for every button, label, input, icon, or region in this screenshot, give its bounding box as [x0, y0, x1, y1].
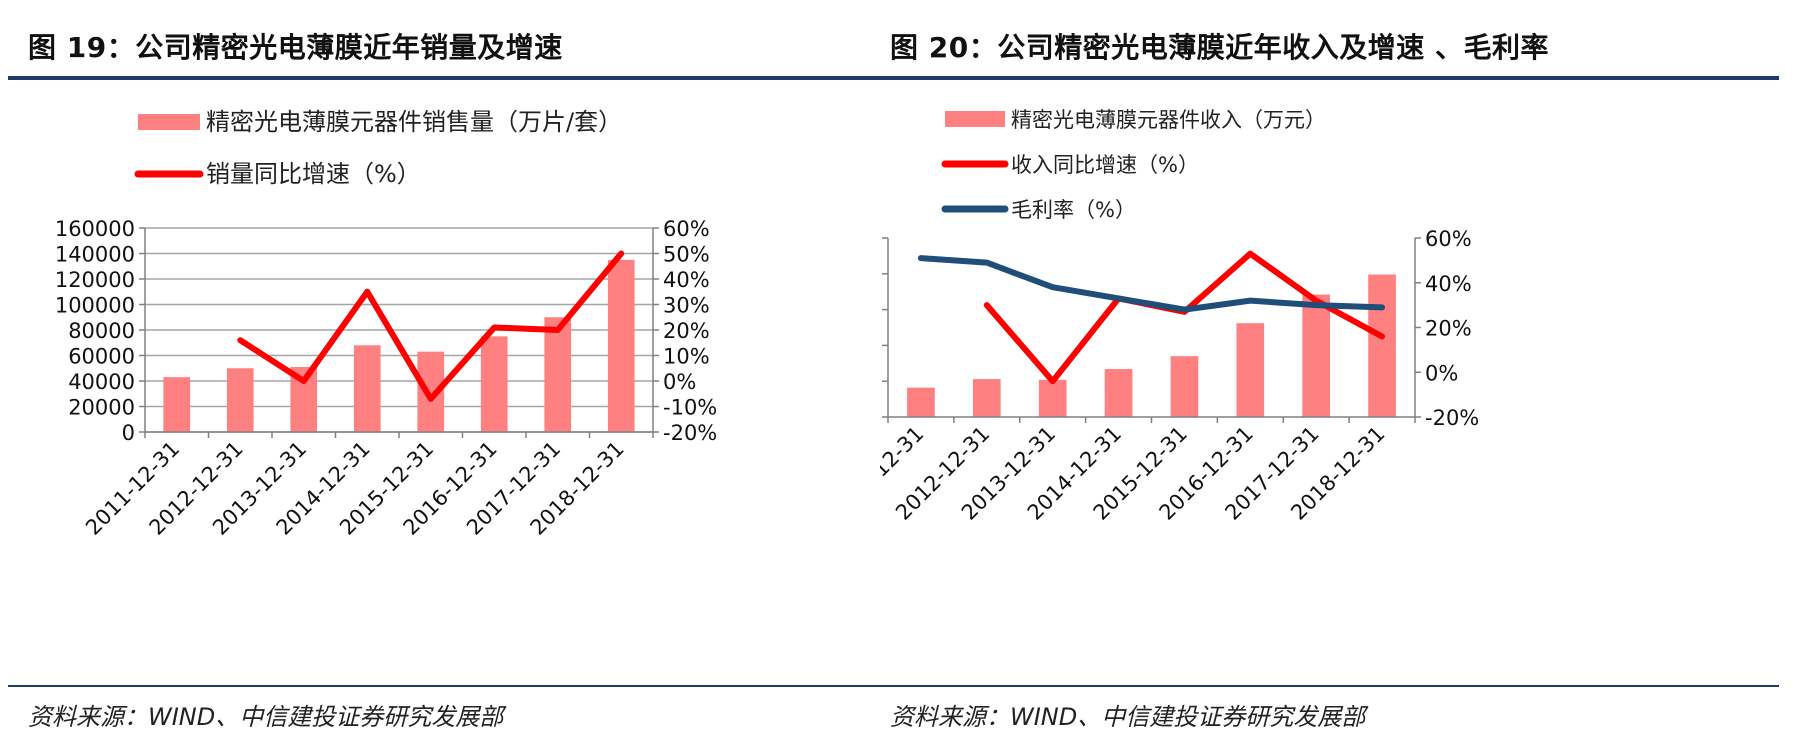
bar [607, 259, 635, 432]
left-tick-label: 80000 [68, 319, 135, 343]
footer-rule [8, 685, 880, 687]
left-tick-label: 160000 [55, 217, 135, 241]
bar [480, 336, 508, 432]
bar [1302, 294, 1331, 417]
right-tick-label: 0% [1425, 361, 1458, 385]
left-tick-label: 0 [122, 421, 135, 445]
right-tick-label: -20% [1425, 406, 1479, 430]
growth-line [237, 250, 625, 402]
right-tick-label: 50% [663, 243, 710, 267]
bar [163, 377, 191, 432]
right-tick-label: 40% [1425, 272, 1472, 296]
left-tick-label: 20000 [68, 396, 135, 420]
legend-swatch-bar [138, 114, 200, 130]
legend-label: 毛利率（%） [1011, 198, 1136, 222]
legend-label: 精密光电薄膜元器件收入（万元） [1011, 108, 1326, 132]
bar [353, 345, 381, 432]
bar [1104, 369, 1133, 417]
left-tick-label: 120000 [55, 268, 135, 292]
bar [544, 317, 572, 432]
bar [226, 368, 254, 432]
bar [1170, 356, 1199, 417]
legend-label: 精密光电薄膜元器件销售量（万片/套） [206, 108, 622, 136]
title-rule [8, 76, 880, 80]
legend-label: 销量同比增速（%） [206, 160, 421, 188]
left-tick-label: 40000 [68, 370, 135, 394]
revenue-margin-chart: 精密光电薄膜元器件收入（万元）收入同比增速（%）毛利率（%）050,000100… [880, 108, 1479, 525]
sales-volume-chart: 精密光电薄膜元器件销售量（万片/套）销量同比增速（%）0200004000060… [55, 108, 717, 540]
figure-19-source: 资料来源：WIND、中信建投证券研究发展部 [28, 703, 504, 731]
bar [1038, 379, 1067, 417]
bar [972, 379, 1001, 417]
right-tick-label: -10% [663, 396, 717, 420]
figure-19-panel: 图 19：公司精密光电薄膜近年销量及增速 精密光电薄膜元器件销售量（万片/套） 销… [0, 0, 880, 731]
bar [1368, 274, 1396, 417]
figure-20-title: 图 20：公司精密光电薄膜近年收入及增速 、毛利率 [890, 31, 1549, 64]
left-tick-label: 140000 [55, 243, 135, 267]
footer-rule [880, 685, 1779, 687]
right-tick-label: 30% [663, 294, 710, 318]
title-rule [880, 76, 1779, 80]
right-tick-label: 10% [663, 345, 710, 369]
bar [907, 387, 935, 417]
right-tick-label: 40% [663, 268, 710, 292]
legend-label: 收入同比增速（%） [1011, 153, 1199, 177]
right-tick-label: 20% [663, 319, 710, 343]
figure-19-title: 图 19：公司精密光电薄膜近年销量及增速 [28, 31, 563, 64]
right-tick-label: -20% [663, 421, 717, 445]
right-tick-label: 20% [1425, 317, 1472, 341]
right-tick-label: 60% [663, 217, 710, 241]
gross-margin-line [917, 255, 1386, 313]
legend-swatch-bar [945, 111, 1005, 127]
bar [1236, 323, 1265, 417]
left-tick-label: 60000 [68, 345, 135, 369]
left-tick-label: 100000 [55, 294, 135, 318]
figure-20-panel: 图 20：公司精密光电薄膜近年收入及增速 、毛利率 精密光电薄膜元器件收入（万元… [880, 0, 1809, 731]
figure-20-source: 资料来源：WIND、中信建投证券研究发展部 [890, 703, 1366, 731]
right-tick-label: 60% [1425, 227, 1472, 251]
right-tick-label: 0% [663, 370, 696, 394]
